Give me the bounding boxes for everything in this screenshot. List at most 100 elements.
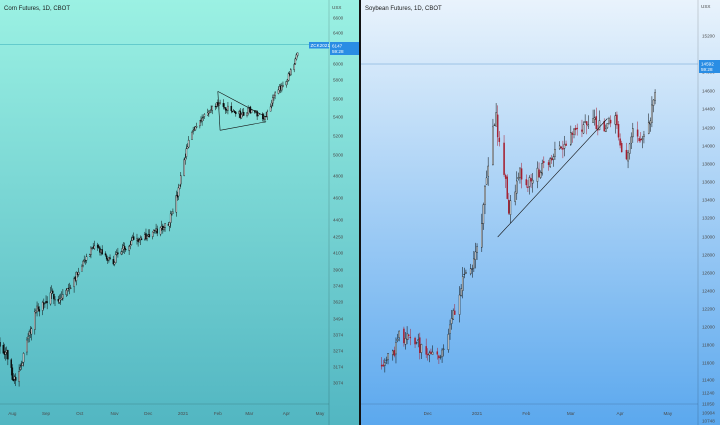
candle-body	[12, 379, 15, 381]
candle-body	[616, 114, 618, 126]
y-tick-label: 11600	[702, 361, 715, 366]
corn-futures-panel[interactable]: Corn Futures, 1D, CBOTUSX660064006200600…	[0, 0, 359, 425]
y-tick-label: 3374	[333, 333, 344, 338]
candle-body	[54, 299, 56, 301]
candle-body	[420, 344, 423, 353]
candle-body	[105, 255, 108, 260]
candle-body	[461, 276, 464, 291]
y-tick-label: 5000	[333, 153, 344, 158]
y-tick-label: 11240	[702, 391, 715, 396]
candle-body	[492, 126, 494, 165]
y-tick-label: 6400	[333, 31, 344, 36]
candle-body	[641, 138, 644, 141]
y-tick-label: 13600	[702, 180, 715, 185]
candle-body	[168, 221, 171, 227]
candle-body	[558, 145, 561, 150]
chart-background	[0, 0, 359, 425]
candle-body	[584, 121, 586, 124]
candle-body	[571, 133, 574, 135]
candle-body	[138, 240, 140, 243]
candle-body	[219, 102, 221, 104]
candle-body	[595, 116, 598, 130]
y-tick-label: 4600	[333, 196, 344, 201]
candle-body	[202, 116, 204, 118]
candle-body	[625, 149, 628, 160]
candle-body	[2, 344, 5, 354]
candle-body	[44, 302, 46, 304]
soybean-futures-panel[interactable]: Soybean Futures, 1D, CBOTUSX152001480014…	[361, 0, 720, 425]
candle-body	[121, 248, 124, 252]
y-tick-label: 4400	[333, 218, 344, 223]
candle-body	[438, 355, 440, 359]
candle-body	[541, 163, 543, 174]
price-badge-countdown: 59:28	[332, 49, 344, 54]
y-tick-label: 5800	[333, 78, 344, 83]
candle-body	[75, 271, 78, 281]
triangle-bracket-line[interactable]	[217, 91, 221, 131]
y-tick-label: 11400	[702, 378, 715, 383]
candle-body	[651, 104, 653, 123]
candle-body	[83, 259, 85, 261]
y-tick-label: 13800	[702, 162, 715, 167]
corn-futures-chart[interactable]: Corn Futures, 1D, CBOTUSX660064006200600…	[0, 0, 359, 425]
panel-divider[interactable]	[359, 0, 361, 425]
candle-body	[506, 176, 508, 199]
candle-body	[582, 124, 585, 134]
candle-body	[509, 200, 512, 215]
candle-body	[246, 112, 248, 116]
y-tick-label: 13200	[702, 216, 715, 221]
candle-body	[404, 338, 407, 345]
triangle-upper-line[interactable]	[217, 91, 267, 118]
candle-body	[163, 227, 165, 230]
candle-body	[649, 120, 652, 125]
y-tick-label: 4100	[333, 251, 344, 256]
candle-body	[148, 234, 151, 237]
candle-body	[449, 324, 451, 334]
candle-body	[638, 138, 640, 142]
candle-body	[113, 262, 116, 265]
y-tick-label: 6600	[333, 16, 344, 21]
candle-body	[73, 278, 75, 287]
candle-body	[576, 127, 578, 129]
y-tick-label: 11050	[702, 402, 715, 407]
trendline-line[interactable]	[497, 118, 608, 238]
candle-body	[90, 247, 92, 255]
candle-body	[403, 328, 405, 344]
candle-body	[203, 114, 206, 117]
candle-body	[294, 58, 297, 65]
candle-body	[0, 341, 1, 347]
x-tick-label: Nov	[110, 411, 119, 416]
candle-body	[84, 260, 87, 262]
candle-body	[132, 236, 135, 240]
x-tick-label: 2021	[472, 411, 483, 416]
candle-body	[617, 124, 620, 138]
x-tick-label: Feb	[522, 411, 530, 416]
candle-body	[527, 186, 529, 188]
candle-body	[425, 346, 427, 355]
candle-body	[287, 73, 290, 81]
candle-body	[485, 177, 488, 185]
y-tick-label: 3740	[333, 284, 344, 289]
y-tick-label: 13400	[702, 198, 715, 203]
candle-body	[419, 337, 421, 354]
candle-body	[587, 124, 590, 127]
candle-body	[473, 258, 475, 269]
candle-body	[7, 350, 9, 360]
candle-body	[493, 124, 496, 126]
candle-body	[597, 129, 599, 131]
x-tick-label: Sep	[42, 411, 51, 416]
soybean-futures-chart[interactable]: Soybean Futures, 1D, CBOTUSX152001480014…	[361, 0, 720, 425]
candle-body	[240, 114, 243, 119]
y-tick-label: 12400	[702, 289, 715, 294]
x-tick-label: May	[663, 411, 672, 416]
candle-body	[380, 364, 383, 367]
candle-body	[427, 354, 429, 356]
triangle-lower-line[interactable]	[220, 121, 267, 131]
candle-body	[82, 261, 84, 266]
candle-body	[654, 92, 656, 101]
candle-body	[581, 129, 583, 132]
x-tick-label: Apr	[617, 411, 625, 416]
candle-body	[531, 179, 534, 184]
candle-body	[498, 137, 501, 142]
y-tick-label: 5400	[333, 115, 344, 120]
